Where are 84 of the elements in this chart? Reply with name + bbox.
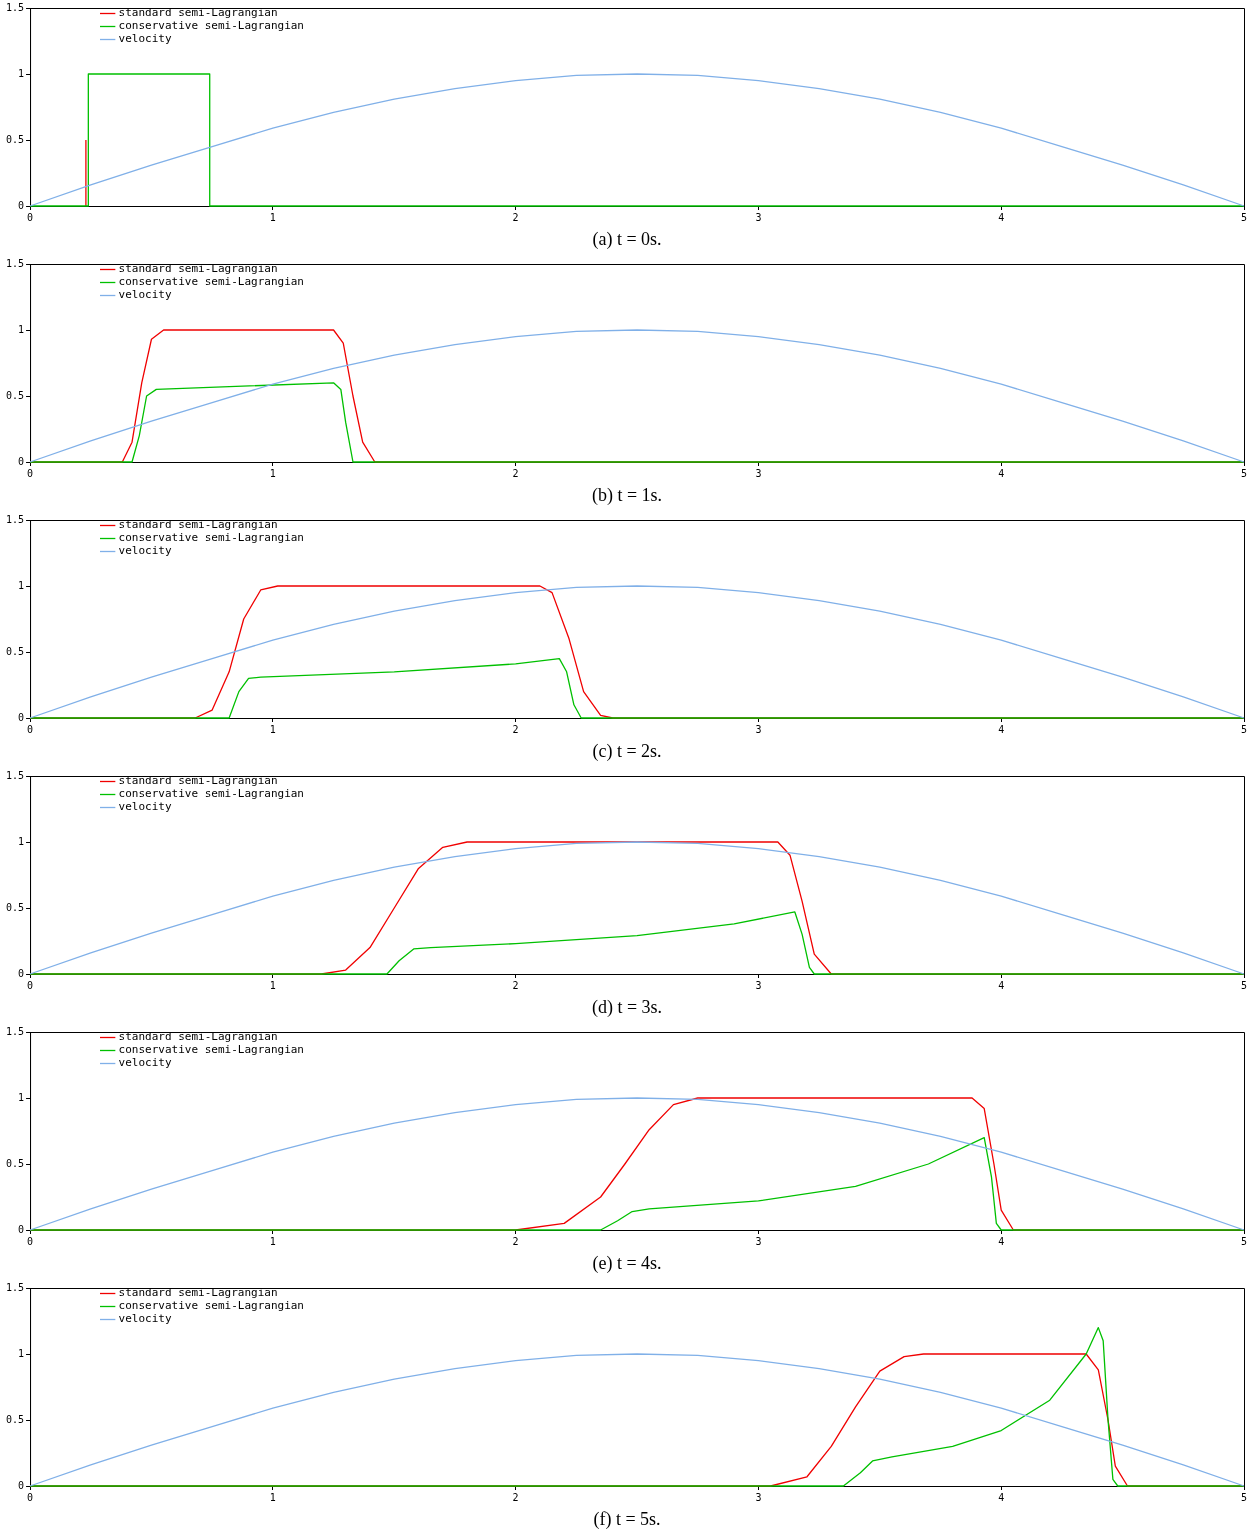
y-tick-label: 1 <box>18 579 25 591</box>
y-tick-label: 1 <box>18 835 25 847</box>
x-tick-label: 4 <box>998 1491 1005 1503</box>
legend-label: standard semi-Lagrangian <box>118 262 278 276</box>
y-tick-label: 1.5 <box>6 257 25 269</box>
y-tick-label: 1 <box>18 1347 25 1359</box>
x-tick-label: 1 <box>269 1235 276 1247</box>
legend-label: velocity <box>118 800 172 814</box>
y-tick-label: 1.5 <box>6 769 25 781</box>
x-tick-label: 2 <box>512 211 519 223</box>
x-tick-label: 5 <box>1240 1491 1248 1503</box>
y-tick-label: 0.5 <box>6 133 25 145</box>
y-tick-label: 1.5 <box>6 1 25 13</box>
x-tick-label: 5 <box>1240 467 1248 479</box>
text: (d) t = 3s. <box>590 996 664 1019</box>
y-tick-label: 1.5 <box>6 1025 25 1037</box>
x-tick-label: 2 <box>512 467 519 479</box>
legend-label: velocity <box>118 544 172 558</box>
x-tick-label: 1 <box>269 211 276 223</box>
legend-label: velocity <box>118 1312 172 1326</box>
y-tick-label: 1.5 <box>6 513 25 525</box>
legend-label: standard semi-Lagrangian <box>118 518 278 532</box>
legend-label: standard semi-Lagrangian <box>118 6 278 20</box>
x-tick-label: 5 <box>1240 211 1248 223</box>
x-tick-label: 3 <box>755 467 762 479</box>
y-tick-label: 0 <box>18 455 25 467</box>
x-tick-label: 4 <box>998 979 1005 991</box>
legend-label: standard semi-Lagrangian <box>118 774 278 788</box>
legend-label: standard semi-Lagrangian <box>118 1030 278 1044</box>
y-tick-label: 0 <box>18 199 25 211</box>
x-tick-label: 3 <box>755 1491 762 1503</box>
x-tick-label: 4 <box>998 211 1005 223</box>
y-tick-label: 0 <box>18 1223 25 1235</box>
text: (b) t = 1s. <box>590 484 664 507</box>
y-tick-label: 0.5 <box>6 901 25 913</box>
x-tick-label: 1 <box>269 467 276 479</box>
text: (e) t = 4s. <box>591 1252 663 1275</box>
legend-label: standard semi-Lagrangian <box>118 1286 278 1300</box>
y-tick-label: 0 <box>18 711 25 723</box>
x-tick-label: 1 <box>269 1491 276 1503</box>
y-tick-label: 1.5 <box>6 1281 25 1293</box>
x-tick-label: 2 <box>512 723 519 735</box>
legend-label: conservative semi-Lagrangian <box>118 531 304 545</box>
legend-label: velocity <box>118 1056 172 1070</box>
y-tick-label: 0.5 <box>6 389 25 401</box>
x-tick-label: 3 <box>755 1235 762 1247</box>
x-tick-label: 0 <box>27 467 34 479</box>
x-tick-label: 5 <box>1240 1235 1248 1247</box>
y-tick-label: 1 <box>18 323 25 335</box>
legend-label: conservative semi-Lagrangian <box>118 787 304 801</box>
x-tick-label: 2 <box>512 1235 519 1247</box>
x-tick-label: 0 <box>27 1491 34 1503</box>
y-tick-label: 1 <box>18 67 25 79</box>
x-tick-label: 3 <box>755 211 762 223</box>
legend-label: velocity <box>118 32 172 46</box>
x-tick-label: 4 <box>998 467 1005 479</box>
y-tick-label: 0.5 <box>6 1157 25 1169</box>
x-tick-label: 1 <box>269 723 276 735</box>
y-tick-label: 0.5 <box>6 1413 25 1425</box>
x-tick-label: 0 <box>27 979 34 991</box>
text: (a) t = 0s. <box>591 228 663 251</box>
legend-label: conservative semi-Lagrangian <box>118 1043 304 1057</box>
y-tick-label: 0.5 <box>6 645 25 657</box>
legend-label: conservative semi-Lagrangian <box>118 275 304 289</box>
legend-label: conservative semi-Lagrangian <box>118 1299 304 1313</box>
legend-label: conservative semi-Lagrangian <box>118 19 304 33</box>
text: (f) t = 5s. <box>592 1508 662 1531</box>
x-tick-label: 3 <box>755 723 762 735</box>
x-tick-label: 2 <box>512 1491 519 1503</box>
x-tick-label: 5 <box>1240 723 1248 735</box>
x-tick-label: 4 <box>998 723 1005 735</box>
x-tick-label: 5 <box>1240 979 1248 991</box>
x-tick-label: 3 <box>755 979 762 991</box>
y-tick-label: 1 <box>18 1091 25 1103</box>
legend-label: velocity <box>118 288 172 302</box>
x-tick-label: 0 <box>27 211 34 223</box>
text: (c) t = 2s. <box>591 740 663 763</box>
x-tick-label: 1 <box>269 979 276 991</box>
x-tick-label: 2 <box>512 979 519 991</box>
y-tick-label: 0 <box>18 1479 25 1491</box>
x-tick-label: 0 <box>27 723 34 735</box>
y-tick-label: 0 <box>18 967 25 979</box>
x-tick-label: 4 <box>998 1235 1005 1247</box>
x-tick-label: 0 <box>27 1235 34 1247</box>
